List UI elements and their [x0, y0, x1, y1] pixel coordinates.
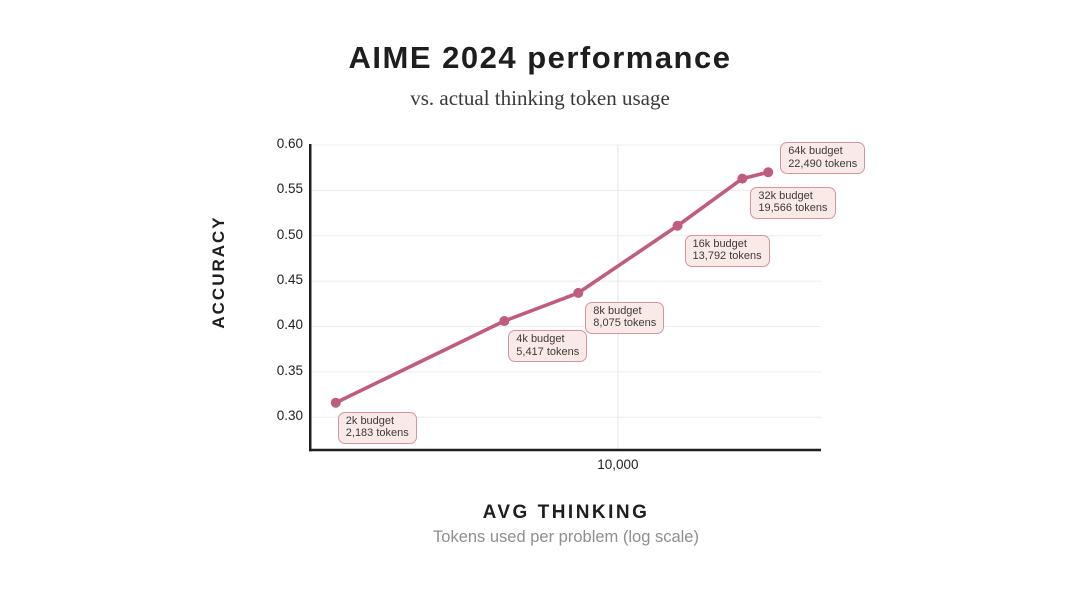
- annotation-budget-label: 8k budget: [593, 304, 642, 317]
- annotation-budget-label: 32k budget: [758, 189, 813, 202]
- data-point: [499, 316, 510, 327]
- y-tick-label: 0.45: [276, 272, 303, 288]
- x-axis-label: AVG THINKING: [482, 502, 650, 523]
- chart-title: AIME 2024 performance: [348, 40, 732, 75]
- y-tick-label: 0.50: [276, 226, 303, 242]
- annotation-budget-label: 4k budget: [516, 333, 565, 346]
- annotation-64k-budget: 64k budget 22,490 tokens: [780, 142, 866, 175]
- annotation-4k-budget: 4k budget 5,417 tokens: [508, 330, 588, 363]
- annotation-budget-label: 2k budget: [345, 414, 395, 427]
- plot-area: [309, 144, 821, 452]
- annotation-tokens-label: 5,417 tokens: [516, 345, 580, 358]
- series-line: [333, 170, 770, 405]
- y-tick-label: 0.60: [276, 136, 303, 151]
- data-point: [573, 287, 584, 298]
- y-tick-label: 0.35: [276, 362, 303, 378]
- annotation-budget-label: 64k budget: [788, 145, 843, 158]
- annotation-16k-budget: 16k budget 13,792 tokens: [684, 234, 770, 267]
- data-point: [763, 167, 774, 178]
- x-axis-sublabel: Tokens used per problem (log scale): [433, 528, 699, 546]
- data-point: [737, 173, 748, 184]
- chart-subtitle: vs. actual thinking token usage: [410, 86, 670, 110]
- y-axis-label: ACCURACY: [209, 215, 228, 329]
- x-tick-label: 10,000: [597, 457, 639, 472]
- annotation-budget-label: 16k budget: [692, 237, 747, 250]
- annotation-tokens-label: 8,075 tokens: [593, 317, 657, 330]
- y-tick-label: 0.30: [276, 408, 303, 424]
- annotation-tokens-label: 19,566 tokens: [758, 202, 828, 215]
- y-tick-label: 0.55: [276, 181, 303, 197]
- annotation-32k-budget: 32k budget 19,566 tokens: [750, 186, 836, 219]
- y-tick-label: 0.40: [276, 317, 303, 333]
- annotation-2k-budget: 2k budget 2,183 tokens: [337, 411, 417, 444]
- data-point: [330, 397, 341, 408]
- annotation-tokens-label: 13,792 tokens: [692, 250, 762, 263]
- annotation-tokens-label: 2,183 tokens: [345, 427, 409, 440]
- annotation-tokens-label: 22,490 tokens: [788, 157, 858, 170]
- annotation-8k-budget: 8k budget 8,075 tokens: [585, 301, 665, 334]
- data-point: [672, 220, 683, 231]
